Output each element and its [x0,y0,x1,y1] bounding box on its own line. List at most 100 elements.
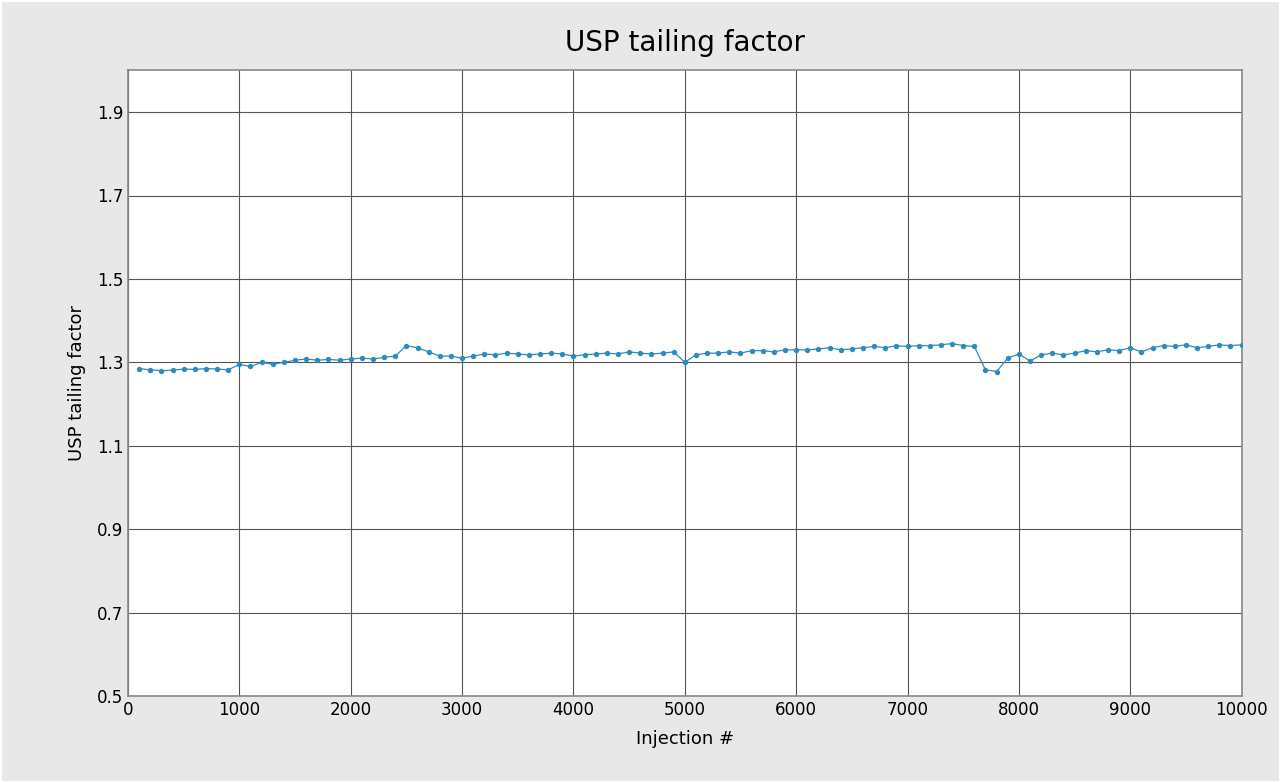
Point [774,343,795,356]
Point [786,343,806,356]
Point [340,353,361,365]
Point [919,339,940,352]
X-axis label: Injection #: Injection # [636,730,733,748]
Point [1132,346,1152,358]
Point [362,353,383,365]
Point [196,362,216,375]
Point [1065,347,1085,360]
Point [530,348,550,361]
Point [563,350,584,362]
Point [696,347,717,360]
Point [741,344,762,357]
Point [730,347,750,360]
Point [284,354,305,367]
Point [1020,355,1041,368]
Point [808,343,828,355]
Point [251,356,271,368]
Point [886,339,906,352]
Point [753,344,773,357]
Point [931,339,951,351]
Point [641,348,662,361]
Point [964,340,984,353]
Point [485,349,506,361]
Point [229,358,250,371]
Point [630,347,650,360]
Point [653,347,673,360]
Point [987,365,1007,378]
Point [274,356,294,368]
Point [407,342,428,354]
Point [975,364,996,376]
Point [163,364,183,376]
Point [897,340,918,353]
Point [518,349,539,361]
Point [352,352,372,364]
Point [385,350,406,362]
Point [675,356,695,368]
Title: USP tailing factor: USP tailing factor [564,29,805,57]
Point [374,351,394,364]
Point [151,364,172,377]
Point [1220,339,1240,352]
Point [608,348,628,361]
Point [842,343,863,355]
Point [262,358,283,371]
Y-axis label: USP tailing factor: USP tailing factor [68,305,86,461]
Point [507,348,529,361]
Point [575,349,595,361]
Point [1009,348,1029,361]
Point [1087,346,1107,358]
Point [764,346,785,358]
Point [430,350,451,362]
Point [1108,344,1129,357]
Point [1231,339,1252,351]
Point [1120,342,1140,354]
Point [140,364,160,376]
Point [1210,339,1230,351]
Point [497,347,517,360]
Point [319,353,339,366]
Point [686,349,707,361]
Point [1053,349,1074,361]
Point [552,348,572,361]
Point [942,337,963,350]
Point [797,343,818,356]
Point [184,363,205,375]
Point [620,346,640,358]
Point [207,363,228,375]
Point [1142,342,1162,354]
Point [852,342,873,354]
Point [876,342,896,354]
Point [463,350,484,362]
Point [129,362,150,375]
Point [452,352,472,364]
Point [419,346,439,358]
Point [218,364,238,376]
Point [997,352,1018,364]
Point [1198,340,1219,353]
Point [831,343,851,356]
Point [397,339,417,352]
Point [1165,340,1185,353]
Point [329,354,349,367]
Point [1153,339,1174,352]
Point [1075,344,1096,357]
Point [708,347,728,360]
Point [1042,347,1062,360]
Point [174,363,195,375]
Point [585,348,605,361]
Point [663,346,684,358]
Point [541,347,562,360]
Point [440,350,461,362]
Point [719,346,740,358]
Point [1176,339,1197,351]
Point [296,353,316,365]
Point [1030,349,1051,361]
Point [241,361,261,373]
Point [952,339,974,352]
Point [909,339,929,352]
Point [1098,343,1119,356]
Point [819,342,840,354]
Point [596,347,617,360]
Point [1187,342,1207,354]
